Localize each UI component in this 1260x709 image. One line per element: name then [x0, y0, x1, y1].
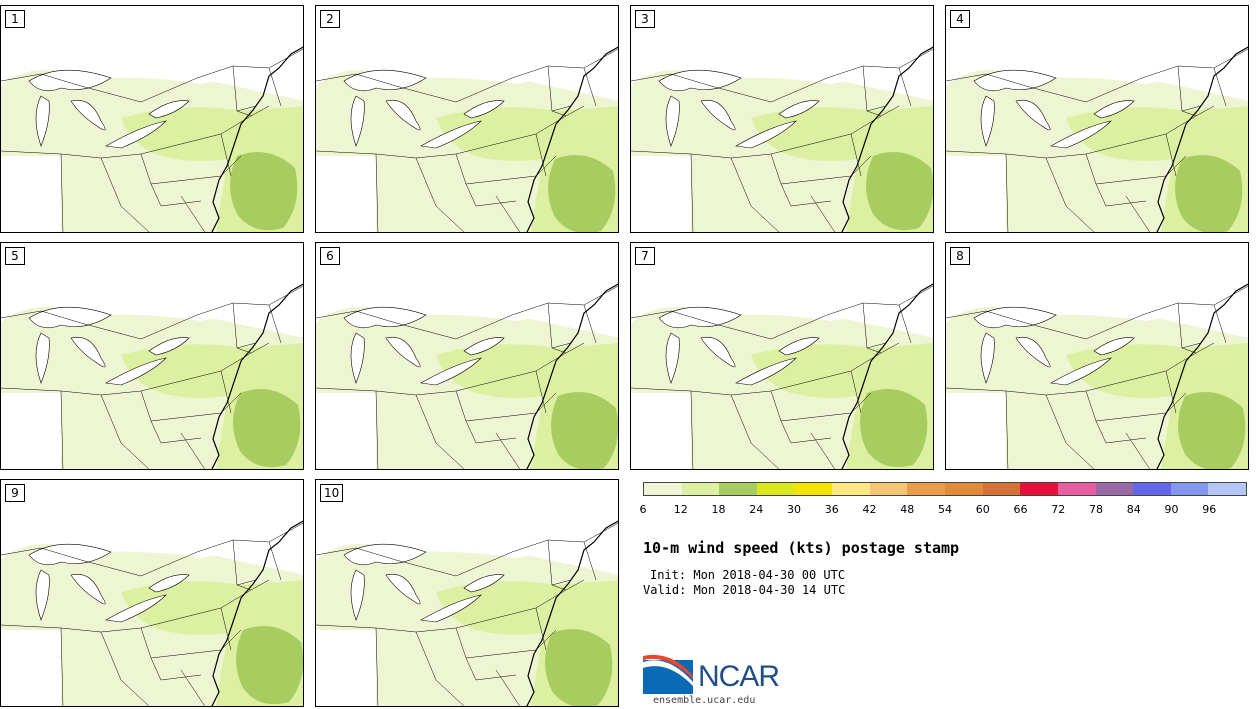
colorbar-segment [644, 483, 682, 495]
colorbar-tick-label: 60 [975, 503, 990, 516]
colorbar-tick-label: 48 [900, 503, 915, 516]
member-panel-1: 1 [0, 5, 304, 233]
member-number-label: 1 [5, 10, 25, 28]
member-panel-5: 5 [0, 242, 304, 470]
wind-speed-map [946, 6, 1248, 232]
colorbar [643, 482, 1247, 496]
member-panel-8: 8 [945, 242, 1249, 470]
colorbar-tick-label: 90 [1164, 503, 1179, 516]
colorbar-segment [832, 483, 870, 495]
colorbar-tick-label: 54 [938, 503, 952, 516]
member-number-label: 9 [5, 484, 25, 502]
member-panel-10: 10 [315, 479, 619, 707]
member-panel-2: 2 [315, 5, 619, 233]
colorbar-tick-label: 18 [711, 503, 726, 516]
member-number-label: 7 [635, 247, 655, 265]
valid-time: Valid: Mon 2018-04-30 14 UTC [643, 583, 846, 597]
member-number-label: 3 [635, 10, 655, 28]
colorbar-tick-label: 84 [1126, 503, 1141, 516]
wind-speed-map [631, 243, 933, 469]
colorbar-segment [1133, 483, 1171, 495]
member-panel-6: 6 [315, 242, 619, 470]
colorbar-segment [1020, 483, 1058, 495]
colorbar-tick-label: 12 [673, 503, 688, 516]
colorbar-tick-label: 72 [1051, 503, 1066, 516]
member-number-label: 10 [320, 484, 344, 502]
member-panel-9: 9 [0, 479, 304, 707]
colorbar-tick-label: 42 [862, 503, 877, 516]
member-number-label: 2 [320, 10, 340, 28]
colorbar-segment [681, 483, 720, 495]
member-panel-4: 4 [945, 5, 1249, 233]
colorbar-segment [945, 483, 983, 495]
member-number-label: 5 [5, 247, 25, 265]
colorbar-tick-label: 96 [1202, 503, 1217, 516]
figure-title: 10-m wind speed (kts) postage stamp [643, 539, 960, 557]
wind-speed-map [1, 480, 303, 706]
colorbar-tick-label: 66 [1013, 503, 1028, 516]
colorbar-segment [869, 483, 908, 495]
colorbar-ticks: 6 12 18 24 30 36 42 48 54 60 66 72 78 84 90 96 [639, 503, 1247, 517]
colorbar-segment [756, 483, 795, 495]
colorbar-segment [907, 483, 945, 495]
member-number-label: 6 [320, 247, 340, 265]
member-panel-3: 3 [630, 5, 934, 233]
colorbar-segment [1095, 483, 1134, 495]
site-url: ensemble.ucar.edu [653, 695, 756, 706]
colorbar-segment [719, 483, 757, 495]
wind-speed-map [631, 6, 933, 232]
member-panel-7: 7 [630, 242, 934, 470]
colorbar-segment [794, 483, 833, 495]
colorbar-tick-label: 30 [787, 503, 801, 516]
wind-speed-map [316, 243, 618, 469]
member-number-label: 8 [950, 247, 970, 265]
wind-speed-map [1, 243, 303, 469]
colorbar-tick-label: 24 [749, 503, 764, 516]
colorbar-tick-label: 6 [639, 503, 647, 516]
wind-speed-map [316, 480, 618, 706]
colorbar-tick-label: 36 [824, 503, 839, 516]
colorbar-segment [1057, 483, 1096, 495]
wind-speed-map [1, 6, 303, 232]
colorbar-segment [1208, 483, 1246, 495]
wind-speed-map [946, 243, 1248, 469]
colorbar-segment [982, 483, 1021, 495]
colorbar-tick-label: 78 [1089, 503, 1103, 516]
ncar-logo-icon [643, 654, 693, 694]
init-time: Init: Mon 2018-04-30 00 UTC [650, 568, 846, 582]
colorbar-segment [1170, 483, 1209, 495]
ncar-logo-text: NCAR [698, 660, 780, 693]
member-number-label: 4 [950, 10, 970, 28]
wind-speed-map [316, 6, 618, 232]
